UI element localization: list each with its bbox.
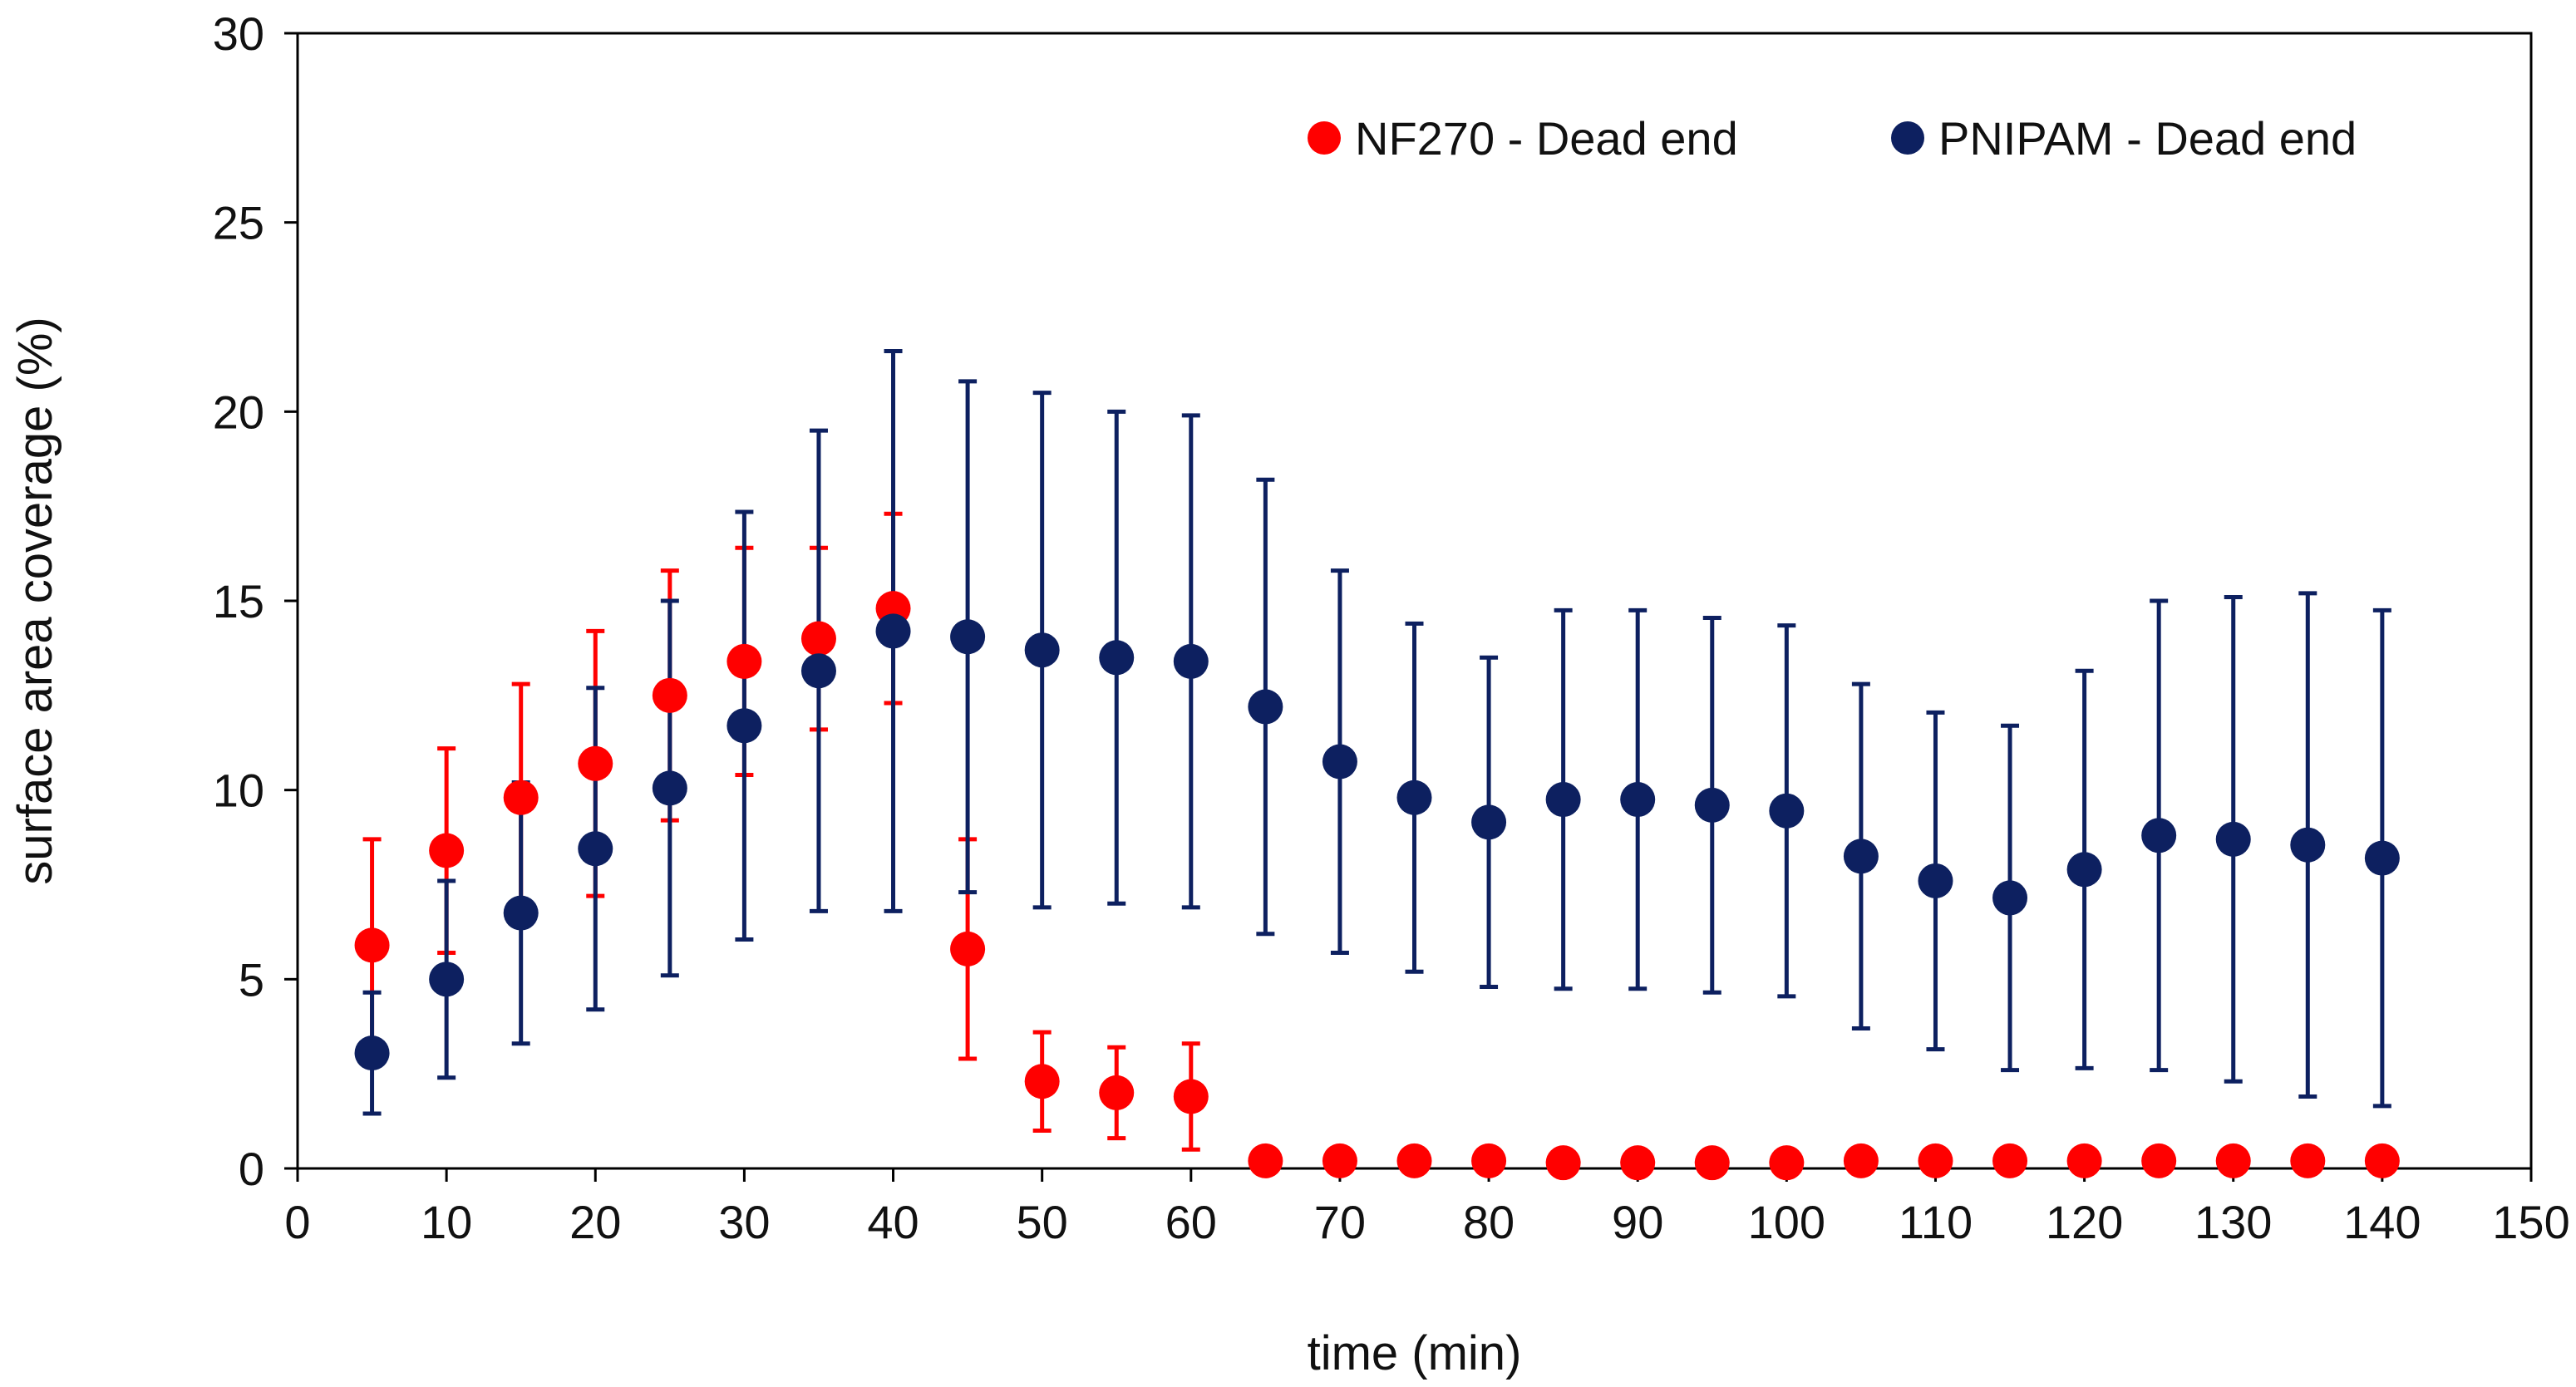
data-point-pnipam: [1769, 793, 1805, 829]
legend-marker-pnipam: [1891, 121, 1924, 155]
x-tick-label: 120: [2046, 1196, 2123, 1248]
data-point-nf270: [1248, 1143, 1283, 1178]
data-point-pnipam: [1843, 839, 1879, 874]
y-tick-label: 30: [213, 7, 264, 60]
data-point-pnipam: [429, 962, 465, 997]
data-point-pnipam: [875, 613, 911, 649]
data-point-nf270: [2141, 1143, 2177, 1178]
data-point-pnipam: [2364, 840, 2400, 876]
data-point-nf270: [1694, 1145, 1730, 1181]
data-point-nf270: [652, 677, 687, 713]
data-point-nf270: [950, 931, 986, 966]
y-tick-label: 0: [239, 1143, 264, 1195]
x-tick-label: 150: [2492, 1196, 2569, 1248]
data-point-nf270: [2066, 1143, 2102, 1178]
legend-label-nf270: NF270 - Dead end: [1355, 112, 1738, 165]
x-tick-label: 20: [569, 1196, 621, 1248]
data-point-nf270: [1173, 1079, 1209, 1114]
x-tick-label: 40: [867, 1196, 919, 1248]
x-tick-label: 30: [718, 1196, 770, 1248]
data-point-nf270: [2364, 1143, 2400, 1178]
data-point-pnipam: [1248, 689, 1283, 725]
data-point-pnipam: [1992, 880, 2028, 916]
data-point-pnipam: [800, 653, 836, 689]
x-tick-label: 60: [1165, 1196, 1217, 1248]
data-point-pnipam: [950, 619, 986, 655]
data-point-nf270: [1992, 1143, 2028, 1178]
data-point-nf270: [1322, 1143, 1357, 1178]
data-point-nf270: [800, 621, 836, 657]
data-point-pnipam: [503, 895, 539, 931]
data-point-nf270: [503, 780, 539, 815]
data-point-pnipam: [578, 831, 613, 867]
data-point-nf270: [1024, 1064, 1060, 1099]
y-tick-label: 20: [213, 386, 264, 438]
y-tick-label: 5: [239, 953, 264, 1006]
data-point-nf270: [429, 833, 465, 868]
data-point-pnipam: [2141, 818, 2177, 853]
data-point-nf270: [2290, 1143, 2326, 1178]
data-point-pnipam: [1099, 640, 1135, 676]
data-point-pnipam: [1471, 804, 1507, 840]
data-point-nf270: [1918, 1143, 1953, 1178]
legend-label-pnipam: PNIPAM - Dead end: [1938, 112, 2357, 165]
data-point-nf270: [1396, 1143, 1432, 1178]
data-point-nf270: [1471, 1143, 1507, 1178]
x-tick-label: 80: [1463, 1196, 1515, 1248]
x-tick-label: 90: [1612, 1196, 1663, 1248]
x-tick-label: 110: [1899, 1196, 1973, 1248]
data-point-pnipam: [354, 1035, 390, 1071]
data-point-pnipam: [727, 708, 762, 744]
data-point-nf270: [1099, 1075, 1135, 1110]
legend-marker-nf270: [1308, 121, 1341, 155]
data-point-pnipam: [1173, 643, 1209, 679]
data-point-nf270: [1843, 1143, 1879, 1178]
data-point-pnipam: [2215, 821, 2251, 857]
x-tick-label: 100: [1748, 1196, 1825, 1248]
data-point-nf270: [1769, 1145, 1805, 1181]
data-point-pnipam: [2066, 852, 2102, 888]
data-point-pnipam: [2290, 827, 2326, 863]
data-point-pnipam: [1620, 782, 1656, 818]
data-point-pnipam: [652, 770, 687, 806]
data-point-nf270: [727, 643, 762, 679]
x-tick-label: 140: [2343, 1196, 2421, 1248]
data-point-nf270: [2215, 1143, 2251, 1178]
data-point-nf270: [578, 745, 613, 781]
data-point-pnipam: [1322, 744, 1357, 780]
y-axis-title: surface area coverage (%): [8, 317, 62, 884]
data-point-pnipam: [1694, 787, 1730, 823]
data-point-pnipam: [1024, 632, 1060, 668]
x-axis-title: time (min): [1308, 1326, 1522, 1380]
y-tick-label: 25: [213, 197, 264, 249]
data-point-nf270: [1545, 1145, 1581, 1181]
x-tick-label: 10: [421, 1196, 472, 1248]
y-tick-label: 15: [213, 575, 264, 627]
data-point-nf270: [1620, 1145, 1656, 1181]
x-tick-label: 50: [1017, 1196, 1068, 1248]
x-tick-label: 70: [1314, 1196, 1366, 1248]
data-point-pnipam: [1545, 782, 1581, 818]
data-point-pnipam: [1918, 863, 1953, 898]
legend: NF270 - Dead end PNIPAM - Dead end: [1308, 112, 2357, 165]
y-tick-label: 10: [213, 765, 264, 817]
x-tick-label: 0: [284, 1196, 310, 1248]
data-point-pnipam: [1396, 780, 1432, 815]
x-tick-label: 130: [2194, 1196, 2272, 1248]
data-point-nf270: [354, 927, 390, 963]
plot-area-frame: [296, 32, 2533, 1170]
